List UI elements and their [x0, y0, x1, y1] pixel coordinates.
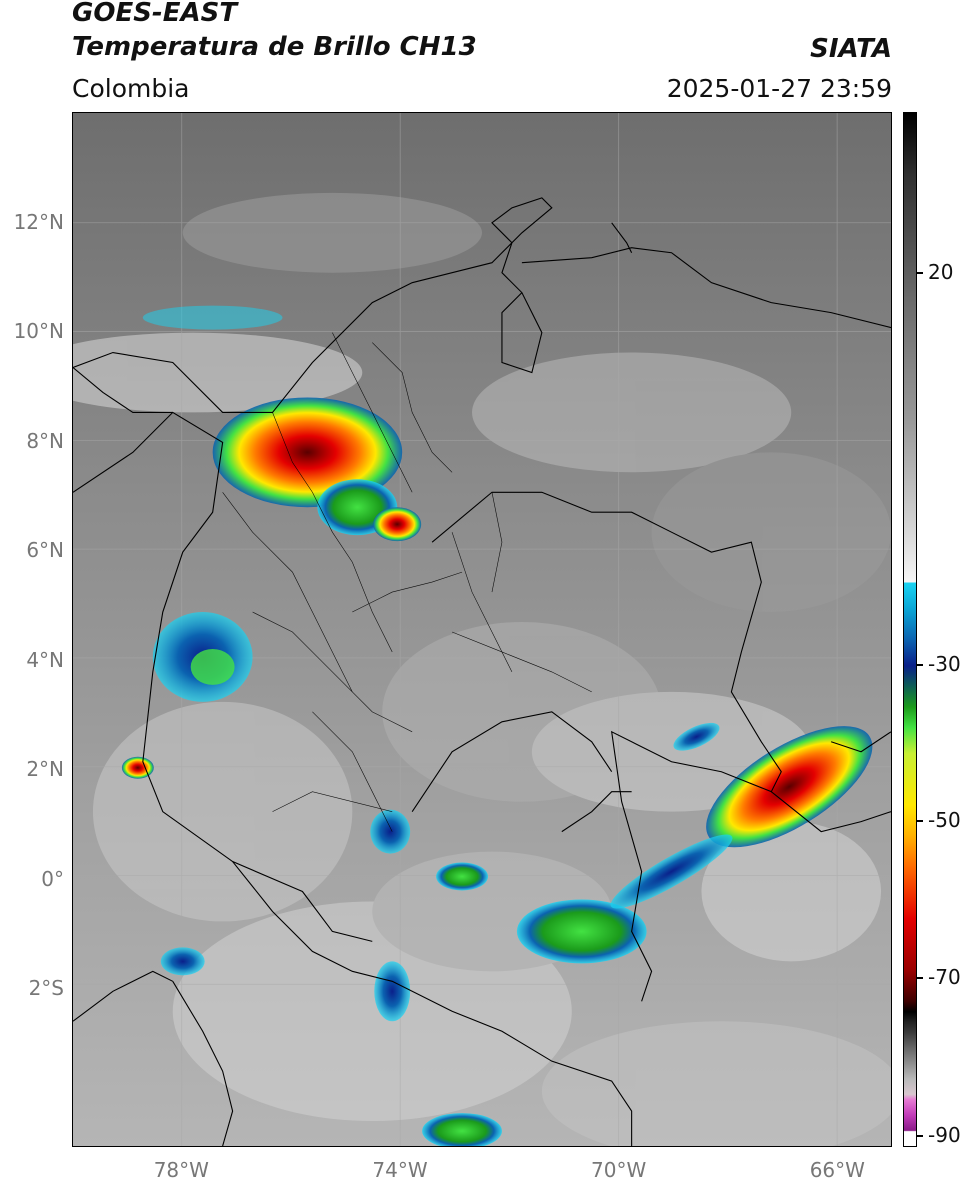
convective-cells	[121, 305, 873, 1146]
colorbar-tick-label: 20	[928, 260, 954, 284]
colorbar-tick-mark	[917, 820, 923, 822]
colorbar-tick-label: -70	[928, 965, 961, 989]
brand-label: SIATA	[810, 34, 892, 64]
latitude-label: 8°N	[26, 428, 64, 453]
colorbar-tick-label: -50	[928, 808, 961, 832]
colorbar	[903, 112, 917, 1147]
latitude-label: 0°	[41, 866, 64, 891]
timestamp-label: 2025-01-27 23:59	[666, 74, 892, 103]
colorbar-tick-mark	[917, 977, 923, 979]
longitude-label: 70°W	[591, 1158, 647, 1182]
borders	[73, 197, 891, 1146]
satellite-title: GOES-EAST	[72, 0, 238, 28]
department-borders	[222, 332, 592, 832]
latitude-label: 4°N	[26, 647, 64, 672]
longitude-label: 78°W	[153, 1158, 209, 1182]
map-svg	[73, 113, 891, 1146]
colorbar-tick-mark	[917, 664, 923, 666]
longitude-label: 66°W	[809, 1158, 865, 1182]
colorbar-tick-label: -30	[928, 652, 961, 676]
product-title: Temperatura de Brillo CH13	[72, 32, 477, 62]
longitude-label: 74°W	[372, 1158, 428, 1182]
colorbar-tick-mark	[917, 272, 923, 274]
latitude-label: 10°N	[13, 319, 64, 344]
colorbar-tick-mark	[917, 1135, 923, 1137]
region-label: Colombia	[72, 74, 190, 103]
latitude-label: 2°S	[28, 976, 64, 1001]
latitude-label: 12°N	[13, 209, 64, 234]
satellite-map	[72, 112, 892, 1147]
latitude-label: 6°N	[26, 538, 64, 563]
colorbar-tick-label: -90	[928, 1123, 961, 1147]
latitude-label: 2°N	[26, 757, 64, 782]
